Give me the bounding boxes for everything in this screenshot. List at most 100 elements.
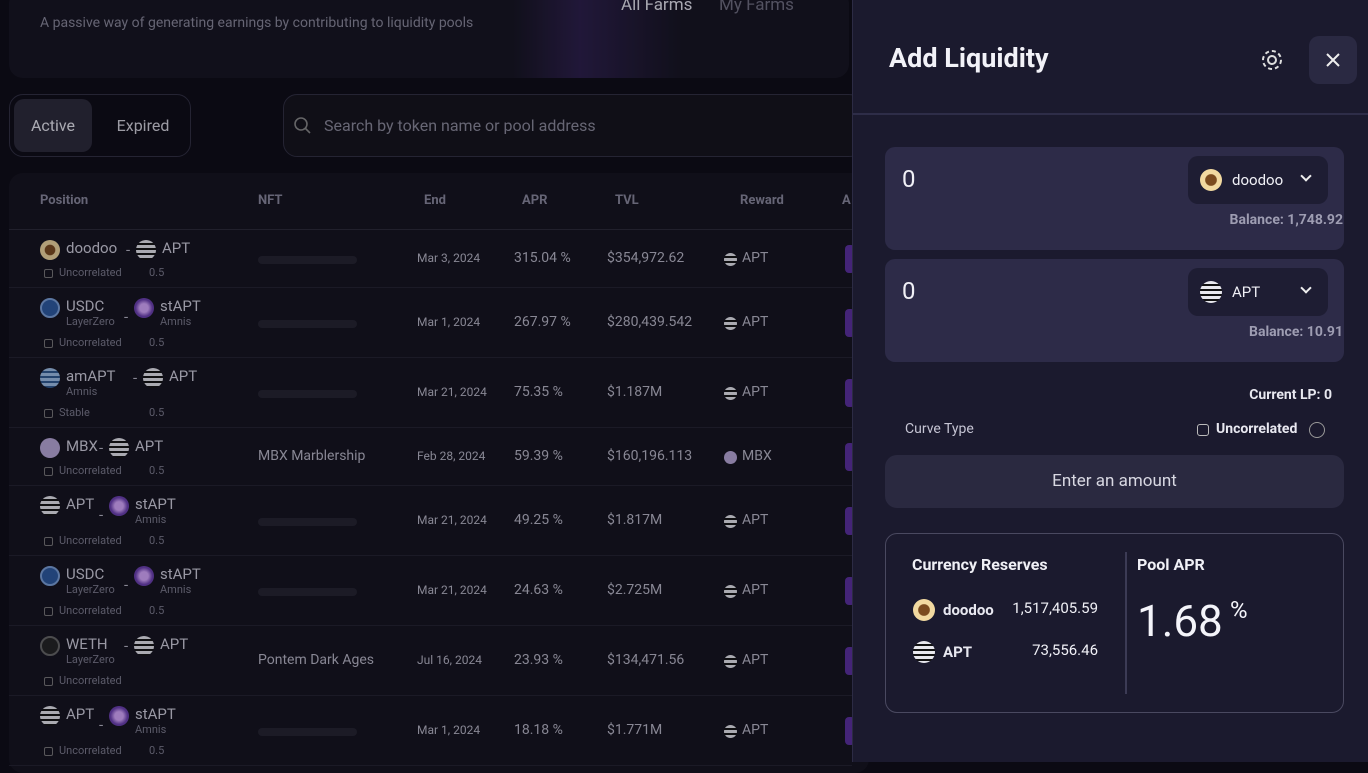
token-sub: Amnis xyxy=(66,385,98,398)
tvl: $354,972.62 xyxy=(607,250,685,266)
reward-icon xyxy=(724,451,737,464)
reward-icon xyxy=(724,585,737,598)
balance: Balance: 10.91 xyxy=(1249,324,1343,340)
token-name: stAPT xyxy=(160,565,201,583)
reward-icon xyxy=(724,317,737,330)
row-rule xyxy=(9,625,852,626)
tvl: $280,439.542 xyxy=(607,314,693,330)
hero-card xyxy=(9,0,849,78)
action-button[interactable] xyxy=(845,379,855,407)
token-name: APT xyxy=(135,437,164,455)
panel-title: Add Liquidity xyxy=(889,42,1049,74)
tvl: $1.187M xyxy=(607,384,663,400)
nft-placeholder xyxy=(258,390,357,398)
table-card xyxy=(9,173,869,773)
end-date: Mar 1, 2024 xyxy=(417,315,481,329)
row-rule xyxy=(9,695,852,696)
balance: Balance: 1,748.92 xyxy=(1229,212,1343,228)
action-button[interactable] xyxy=(845,577,855,605)
tvl: $2.725M xyxy=(607,582,663,598)
nft-placeholder xyxy=(258,320,357,328)
apr: 24.63 % xyxy=(514,582,563,598)
pair-separator: - xyxy=(99,716,104,734)
farms-view: A passive way of generating earnings by … xyxy=(9,0,863,766)
close-button[interactable] xyxy=(1309,36,1357,84)
token-name: MBX xyxy=(66,437,98,455)
reward: MBX xyxy=(742,448,772,464)
token-name: amAPT xyxy=(66,367,116,385)
action-button[interactable] xyxy=(845,717,855,745)
token-icon xyxy=(40,368,60,388)
pool-apr-unit: % xyxy=(1230,596,1248,624)
token-name: USDC xyxy=(66,297,105,315)
token-icon xyxy=(40,240,60,260)
reserve-token: APT xyxy=(943,643,973,661)
curve-type: Uncorrelated xyxy=(59,266,122,279)
fee: 0.5 xyxy=(149,744,165,757)
status-expired[interactable]: Expired xyxy=(116,116,170,135)
curve-type: Uncorrelated xyxy=(59,464,122,477)
row-rule xyxy=(9,555,852,556)
submit-button[interactable]: Enter an amount xyxy=(885,455,1344,508)
nft-placeholder xyxy=(258,588,357,596)
end-date: Feb 28, 2024 xyxy=(417,449,486,463)
status-active[interactable]: Active xyxy=(14,99,92,152)
column-header: NFT xyxy=(258,193,283,208)
reward: APT xyxy=(742,722,769,738)
amount-input[interactable]: 0 xyxy=(902,277,916,305)
action-button[interactable] xyxy=(845,309,855,337)
token-sub: Amnis xyxy=(160,583,192,596)
token-icon xyxy=(134,566,154,586)
column-header: A xyxy=(842,193,851,208)
token-name: stAPT xyxy=(160,297,201,315)
settings-icon[interactable] xyxy=(1259,47,1285,73)
action-button[interactable] xyxy=(845,507,855,535)
curve-type: Uncorrelated xyxy=(59,744,122,757)
pair-separator: - xyxy=(124,637,129,655)
tab[interactable]: All Farms xyxy=(621,0,693,15)
apr: 267.97 % xyxy=(514,314,571,330)
curve-icon xyxy=(44,537,53,546)
tvl: $160,196.113 xyxy=(607,448,693,464)
nft-placeholder xyxy=(258,518,357,526)
pair-separator: - xyxy=(133,369,138,387)
curve-type: Uncorrelated xyxy=(59,534,122,547)
apr: 315.04 % xyxy=(514,250,571,266)
curve-icon xyxy=(44,607,53,616)
token-icon xyxy=(40,496,60,516)
column-header: APR xyxy=(522,193,548,208)
nft-placeholder xyxy=(258,256,357,264)
token-icon xyxy=(40,438,60,458)
reward-icon xyxy=(724,725,737,738)
tvl: $134,471.56 xyxy=(607,652,685,668)
token-icon xyxy=(109,438,129,458)
token-icon xyxy=(40,298,60,318)
reward: APT xyxy=(742,250,769,266)
info-icon xyxy=(1309,422,1325,438)
amount-input[interactable]: 0 xyxy=(902,165,916,193)
apr: 59.39 % xyxy=(514,448,563,464)
row-rule xyxy=(9,357,852,358)
tab[interactable]: My Farms xyxy=(719,0,794,15)
end-date: Mar 21, 2024 xyxy=(417,513,487,527)
token-sub: Amnis xyxy=(135,513,167,526)
reserves-divider xyxy=(1125,552,1127,694)
token-icon xyxy=(134,636,154,656)
reserve-token: doodoo xyxy=(943,601,994,619)
add-liquidity-panel: Add Liquidity 0 doodoo Balance: 1,748.92 0 A… xyxy=(852,0,1368,762)
curve-type: Uncorrelated xyxy=(59,604,122,617)
row-rule xyxy=(9,765,852,766)
search-box[interactable] xyxy=(283,94,863,157)
reserve-amount: 1,517,405.59 xyxy=(1012,599,1098,617)
reward-icon xyxy=(724,253,737,266)
curve-icon xyxy=(44,409,53,418)
token-name: doodoo xyxy=(66,239,118,257)
token-name: APT xyxy=(162,239,191,257)
panel-rule xyxy=(853,113,1368,115)
token-name: WETH xyxy=(66,635,108,653)
action-button[interactable] xyxy=(845,443,855,471)
action-button[interactable] xyxy=(845,245,855,273)
end-date: Mar 1, 2024 xyxy=(417,723,481,737)
action-button[interactable] xyxy=(845,647,855,675)
search-icon xyxy=(294,117,311,134)
